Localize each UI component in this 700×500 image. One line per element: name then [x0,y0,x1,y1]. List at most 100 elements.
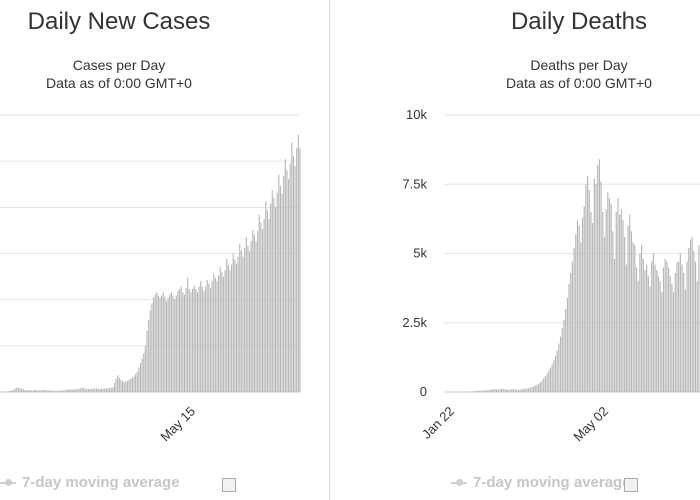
bar[interactable] [180,286,182,392]
bar[interactable] [624,236,626,392]
bar[interactable] [563,319,565,392]
bar[interactable] [172,295,174,392]
bar[interactable] [117,375,119,392]
bar[interactable] [689,239,692,392]
bar[interactable] [154,294,156,392]
bar[interactable] [159,297,161,392]
bar[interactable] [546,373,548,392]
bar[interactable] [13,389,15,392]
bar[interactable] [110,387,112,392]
bar[interactable] [529,387,531,392]
bar[interactable] [669,275,671,392]
bar[interactable] [120,379,122,392]
bar[interactable] [224,270,226,392]
bar[interactable] [43,389,46,392]
bar[interactable] [475,391,477,392]
bar[interactable] [231,264,233,392]
bar[interactable] [477,390,479,392]
bar[interactable] [625,264,627,392]
bar[interactable] [191,288,194,392]
bar[interactable] [226,259,228,392]
bar[interactable] [560,336,562,392]
bar[interactable] [235,263,238,392]
bar[interactable] [556,350,558,392]
bar[interactable] [586,175,589,392]
bar[interactable] [691,236,693,392]
bar[interactable] [250,241,252,392]
bar[interactable] [40,390,42,392]
bar[interactable] [219,266,221,392]
bar[interactable] [81,387,83,392]
bar[interactable] [597,164,599,392]
bar[interactable] [278,174,280,392]
bar[interactable] [156,292,158,392]
bar[interactable] [615,211,617,392]
bar[interactable] [91,388,93,392]
bar[interactable] [294,165,296,392]
bar[interactable] [576,220,579,392]
bar[interactable] [253,234,255,392]
bar[interactable] [543,378,545,392]
bar[interactable] [66,389,68,392]
bar[interactable] [561,328,563,392]
bar[interactable] [242,256,244,392]
bar[interactable] [541,380,543,392]
bar[interactable] [676,261,678,392]
bar[interactable] [664,259,666,392]
bar[interactable] [573,247,575,392]
bar[interactable] [248,251,251,392]
bar[interactable] [284,159,286,392]
bar[interactable] [283,175,285,392]
bar[interactable] [257,231,259,392]
bar[interactable] [141,358,143,392]
bar[interactable] [492,389,494,392]
bar[interactable] [139,363,142,392]
bar[interactable] [684,289,687,392]
bar[interactable] [485,390,487,392]
bar[interactable] [527,388,530,392]
bar[interactable] [175,295,177,392]
bar[interactable] [287,179,290,392]
bar[interactable] [570,272,572,392]
bar[interactable] [602,211,604,392]
bar[interactable] [247,245,249,392]
bar[interactable] [588,189,590,392]
bar[interactable] [696,281,698,392]
bar[interactable] [99,388,101,392]
bar[interactable] [634,245,636,392]
bar[interactable] [112,387,114,392]
bar[interactable] [500,388,503,392]
bar[interactable] [19,388,21,392]
bar[interactable] [244,247,246,392]
bar[interactable] [149,310,151,392]
bar[interactable] [263,219,265,392]
bar[interactable] [536,384,538,392]
bar[interactable] [87,389,89,392]
bar[interactable] [519,389,521,392]
bar[interactable] [22,389,24,392]
bar[interactable] [131,377,133,392]
bar[interactable] [296,148,298,392]
bar[interactable] [130,378,132,392]
bar[interactable] [239,243,241,392]
bar[interactable] [502,388,504,392]
bar[interactable] [151,303,153,392]
bar[interactable] [203,291,205,392]
bar[interactable] [8,391,10,392]
bar[interactable] [480,390,482,392]
bar[interactable] [619,214,621,392]
bar[interactable] [511,389,513,392]
bar[interactable] [292,155,295,392]
bar[interactable] [198,286,200,392]
bar[interactable] [603,236,606,392]
bar[interactable] [578,225,580,392]
bar[interactable] [187,277,189,392]
bar[interactable] [526,388,528,392]
bar[interactable] [237,256,239,392]
bar[interactable] [53,390,55,392]
bar[interactable] [34,390,36,392]
bar[interactable] [63,390,65,392]
bar[interactable] [607,192,609,392]
bar[interactable] [514,389,516,392]
bar[interactable] [211,281,213,392]
